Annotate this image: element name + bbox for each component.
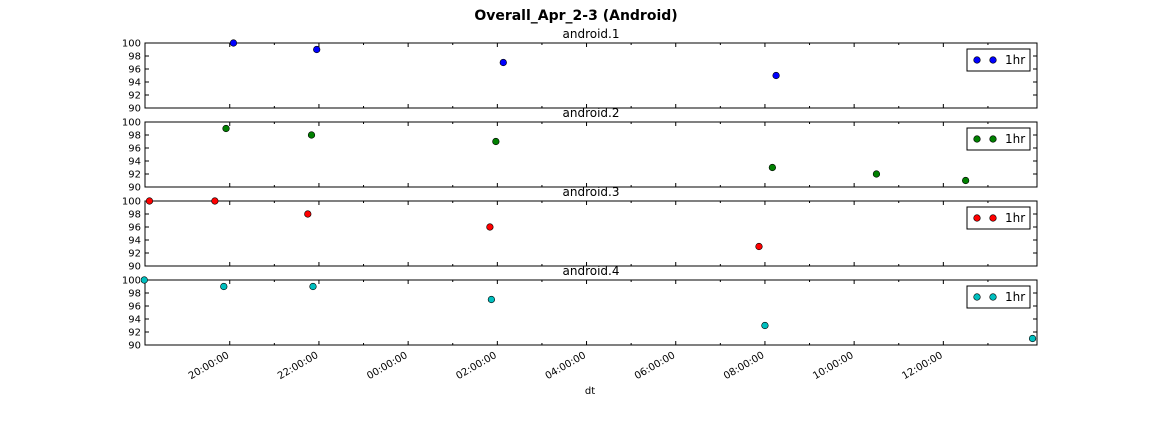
legend-marker	[973, 293, 981, 301]
plot-frame	[144, 42, 1038, 109]
data-points	[229, 39, 780, 80]
x-tick-label: 08:00:00	[722, 350, 766, 382]
y-tick-label: 96	[128, 302, 141, 313]
data-point	[222, 124, 230, 133]
data-point	[487, 295, 495, 304]
legend-box	[966, 127, 1031, 151]
legend-marker	[973, 214, 981, 222]
data-point	[772, 71, 780, 80]
y-tick-label: 90	[128, 183, 141, 194]
legend-label: 1hr	[1005, 53, 1025, 67]
y-tick-label: 96	[128, 223, 141, 234]
panel-title: android.1	[563, 27, 620, 41]
chart-title: Overall_Apr_2-3 (Android)	[474, 8, 677, 24]
y-tick-label: 100	[122, 276, 141, 287]
y-tick-label: 98	[128, 52, 141, 63]
data-point	[141, 276, 148, 284]
legend-marker	[973, 56, 981, 64]
x-axis: 20:00:00 22:00:00 00:00:00 02:00:00 04:00:00…	[187, 350, 945, 382]
data-point	[755, 242, 763, 251]
y-tick-label: 100	[122, 197, 141, 208]
y-tick-label: 96	[128, 144, 141, 155]
y-tick-label: 98	[128, 289, 141, 300]
panels: android.1 90 92 94 96 98 100 1hr android.2 90 92 94…	[122, 27, 1038, 352]
y-tick-label: 90	[128, 341, 141, 352]
data-point	[761, 321, 769, 330]
data-point	[768, 163, 776, 172]
plot-frame	[144, 121, 1038, 188]
x-tick-label: 02:00:00	[454, 350, 498, 382]
x-tick-label: 22:00:00	[276, 350, 320, 382]
legend: 1hr	[966, 206, 1031, 230]
legend-marker	[989, 293, 997, 301]
data-point	[492, 137, 500, 146]
panel-title: android.2	[563, 106, 620, 120]
data-point	[486, 223, 494, 231]
data-point	[211, 197, 219, 205]
y-tick-label: 100	[122, 39, 141, 50]
legend-box	[966, 285, 1031, 309]
x-tick-label: 00:00:00	[365, 350, 409, 382]
y-tick-label: 98	[128, 210, 141, 221]
data-point	[313, 45, 321, 54]
panel-title: android.4	[563, 264, 620, 278]
data-point	[307, 131, 316, 139]
x-tick-label: 04:00:00	[544, 350, 588, 382]
panel-title: android.3	[563, 185, 620, 199]
y-tick-label: 100	[122, 118, 141, 129]
x-tick-label: 10:00:00	[811, 350, 855, 382]
data-points	[141, 276, 1037, 343]
x-axis-label: dt	[585, 386, 595, 397]
y-tick-label: 98	[128, 131, 141, 142]
plot-frame	[144, 279, 1038, 346]
y-tick-label: 92	[128, 328, 141, 339]
legend-box	[966, 48, 1031, 72]
data-point	[1028, 334, 1037, 343]
y-tick-label: 92	[128, 91, 141, 102]
y-tick-label: 94	[128, 78, 141, 89]
data-points	[222, 124, 970, 185]
y-tick-label: 94	[128, 157, 141, 168]
x-tick-label: 12:00:00	[900, 350, 944, 382]
data-point	[499, 58, 507, 67]
x-tick-label: 20:00:00	[187, 350, 231, 382]
data-point	[872, 170, 881, 178]
y-tick-label: 90	[128, 104, 141, 115]
y-tick-label: 92	[128, 170, 141, 181]
legend: 1hr	[966, 127, 1031, 151]
legend-marker	[989, 56, 997, 64]
legend-marker	[989, 135, 997, 143]
data-point	[145, 197, 154, 205]
legend-marker	[973, 135, 981, 143]
legend: 1hr	[966, 48, 1031, 72]
y-tick-label: 94	[128, 315, 141, 326]
y-tick-label: 94	[128, 236, 141, 247]
data-point	[309, 282, 317, 291]
panel-2: android.2 90 92 94 96 98 100 1hr	[122, 106, 1038, 194]
panel-1: android.1 90 92 94 96 98 100 1hr	[122, 27, 1038, 115]
legend-label: 1hr	[1005, 211, 1025, 225]
legend-box	[966, 206, 1031, 230]
data-point	[962, 176, 970, 185]
legend: 1hr	[966, 285, 1031, 309]
legend-label: 1hr	[1005, 132, 1025, 146]
legend-label: 1hr	[1005, 290, 1025, 304]
x-tick-label: 06:00:00	[633, 350, 677, 382]
data-point	[229, 39, 238, 47]
data-point	[220, 282, 228, 291]
y-tick-label: 90	[128, 262, 141, 273]
y-tick-label: 92	[128, 249, 141, 260]
legend-marker	[989, 214, 997, 222]
y-tick-label: 96	[128, 65, 141, 76]
data-points	[145, 197, 763, 251]
plot-frame	[144, 200, 1038, 267]
panel-4: android.4 90 92 94 96 98 100 1hr	[122, 264, 1038, 352]
panel-3: android.3 90 92 94 96 98 100 1hr	[122, 185, 1038, 273]
data-point	[304, 210, 312, 218]
